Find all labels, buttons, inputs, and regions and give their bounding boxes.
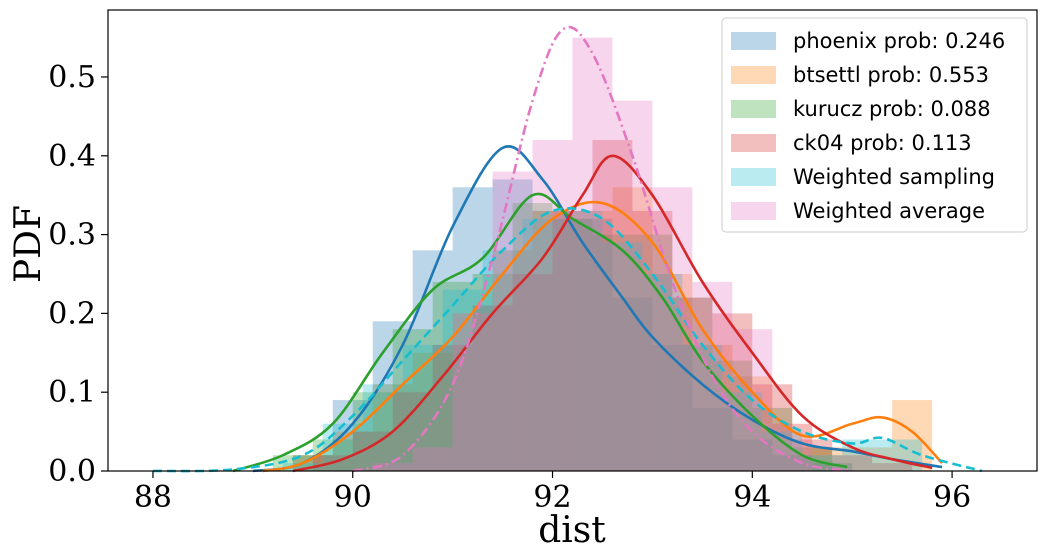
- hist-bar-series-3: [512, 273, 553, 471]
- kde-line-series-4: [152, 207, 983, 473]
- hist-bar-series-3: [632, 210, 673, 471]
- kde-line-series-3: [292, 154, 933, 473]
- hist-bar-series-4: [882, 439, 923, 471]
- hist-bar-series-2: [432, 281, 473, 471]
- hist-bar-series-3: [472, 305, 513, 471]
- x-tick-label: 92: [533, 480, 571, 515]
- hist-bar-series-0: [612, 297, 653, 471]
- kde-lines: [152, 25, 983, 473]
- legend-swatch: [731, 134, 776, 152]
- hist-bar-series-2: [752, 407, 793, 471]
- legend-entry-label: phoenix prob: 0.246: [793, 29, 1005, 53]
- legend-entry-label: kurucz prob: 0.088: [793, 97, 991, 121]
- y-axis-label: PDF: [8, 205, 49, 283]
- x-tick-label: 94: [733, 480, 771, 515]
- hist-bar-series-0: [572, 218, 613, 471]
- hist-bar-series-5: [652, 187, 693, 472]
- legend-entry-label: Weighted sampling: [793, 165, 995, 189]
- hist-bar-series-1: [572, 210, 613, 471]
- hist-bar-series-5: [572, 37, 613, 471]
- y-tick-label: 0.3: [48, 218, 96, 253]
- legend-swatch: [731, 202, 776, 220]
- hist-bar-series-3: [592, 140, 633, 471]
- y-tick-label: 0.0: [48, 454, 96, 489]
- hist-bar-series-1: [692, 344, 733, 471]
- hist-bar-series-0: [772, 455, 813, 471]
- x-axis-label: dist: [538, 510, 606, 551]
- hist-bar-series-4: [682, 344, 723, 471]
- hist-bar-series-0: [652, 344, 693, 471]
- kde-line-series-1: [262, 200, 944, 473]
- hist-bar-series-2: [592, 234, 633, 471]
- plot-frame: [107, 9, 1038, 472]
- hist-bar-series-3: [712, 313, 753, 471]
- x-tick-label: 90: [334, 480, 372, 515]
- legend-swatch: [731, 32, 776, 50]
- hist-bar-series-3: [552, 210, 593, 471]
- hist-bar-series-2: [632, 234, 673, 471]
- axis-ticks: 88 90 92 94 96 0.0 0.1 0.2 0.3 0.4 0.5: [48, 60, 971, 515]
- hist-bar-series-5: [492, 171, 533, 472]
- legend-swatch: [731, 66, 776, 84]
- legend-swatch: [731, 100, 776, 118]
- hist-bar-series-1: [372, 384, 413, 471]
- hist-bar-series-4: [522, 218, 563, 471]
- hist-bar-series-4: [282, 463, 323, 471]
- hist-bar-series-1: [652, 273, 693, 471]
- legend-entry-label: ck04 prob: 0.113: [793, 131, 972, 155]
- x-tick-label: 96: [933, 480, 971, 515]
- hist-bar-series-0: [692, 407, 733, 471]
- y-tick-label: 0.2: [48, 296, 96, 331]
- y-tick-label: 0.4: [48, 139, 96, 174]
- legend: phoenix prob: 0.246 btsettl prob: 0.553 ku…: [721, 17, 1028, 233]
- y-tick-label: 0.1: [48, 375, 96, 410]
- hist-bar-series-1: [532, 210, 573, 471]
- hist-bar-series-5: [532, 140, 573, 471]
- hist-bar-series-5: [412, 447, 453, 471]
- legend-entry-label: btsettl prob: 0.553: [793, 63, 989, 87]
- kde-line-series-2: [232, 192, 848, 473]
- hist-bar-series-3: [872, 463, 913, 471]
- hist-bar-series-2: [272, 455, 313, 471]
- hist-bar-series-4: [562, 210, 603, 471]
- hist-bar-series-2: [552, 218, 593, 471]
- histogram-bars: [272, 37, 933, 472]
- hist-bar-series-1: [492, 250, 533, 471]
- legend-swatch: [731, 168, 776, 186]
- hist-bar-series-1: [292, 455, 333, 471]
- hist-bar-series-5: [372, 463, 413, 471]
- x-tick-label: 88: [134, 480, 172, 515]
- hist-bar-series-0: [412, 250, 453, 471]
- hist-bar-series-0: [532, 210, 573, 471]
- hist-bar-series-2: [512, 203, 553, 472]
- hist-bar-series-0: [372, 321, 413, 471]
- legend-entry-label: Weighted average: [793, 199, 985, 223]
- legend-frame: [721, 17, 1028, 233]
- hist-bar-series-0: [292, 455, 333, 471]
- hist-bar-series-0: [732, 439, 773, 471]
- hist-bar-series-5: [612, 100, 653, 471]
- hist-bar-series-2: [352, 392, 393, 471]
- kde-line-series-5: [352, 25, 853, 473]
- hist-bar-series-4: [642, 273, 683, 471]
- hist-bar-series-0: [812, 463, 853, 471]
- y-tick-label: 0.5: [48, 60, 96, 95]
